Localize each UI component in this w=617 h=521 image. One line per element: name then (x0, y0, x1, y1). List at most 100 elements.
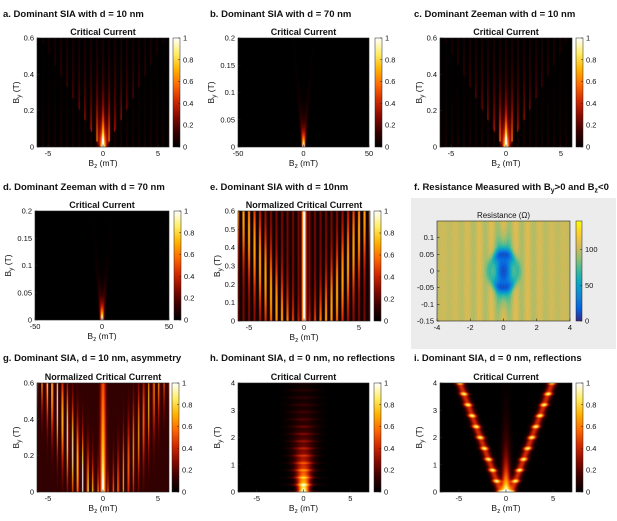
colorbar-tick-label: 0.6 (586, 77, 596, 86)
x-tick-label: -5 (45, 494, 52, 503)
x-axis-label: Bz (mT) (87, 331, 116, 343)
colorbar-tick-label: 0.4 (182, 444, 192, 453)
colorbar (173, 210, 182, 321)
y-tick-label: 0.2 (24, 451, 34, 460)
panel-title: h. Dominant SIA, d = 0 nm, no reflection… (210, 353, 395, 364)
y-axis-label: By (T) (11, 426, 23, 448)
x-tick-label: 0 (100, 322, 104, 331)
y-tick-label: 0.2 (427, 106, 437, 115)
x-axis-label: Bz (mT) (289, 158, 318, 170)
colorbar-tick-label: 0.8 (586, 400, 596, 409)
heatmap-image (440, 38, 572, 147)
y-tick-label: 0.6 (24, 379, 34, 388)
colorbar-tick-label: 0 (384, 488, 388, 497)
heatmap-image (437, 221, 570, 321)
panel-title: e. Dominant SIA with d = 10nm (210, 182, 348, 193)
x-tick-label: -5 (456, 494, 463, 503)
x-tick-label: 0 (504, 149, 508, 158)
y-tick-label: 0.5 (225, 225, 235, 234)
x-tick-label: 50 (165, 322, 173, 331)
colorbar-tick-label: 0.2 (183, 121, 193, 130)
y-tick-label: 2 (231, 433, 235, 442)
x-tick-label: -5 (45, 149, 52, 158)
y-tick-label: 0.4 (24, 415, 34, 424)
x-axis-label: Bz (mT) (289, 503, 318, 515)
y-tick-label: -0.15 (417, 317, 434, 326)
heatmap-image (238, 211, 370, 321)
colorbar-tick-label: 0.6 (384, 251, 394, 260)
colorbar-tick-label: 0.2 (384, 466, 394, 475)
colorbar-tick-label: 0.8 (385, 55, 395, 64)
colorbar (171, 382, 180, 493)
colorbar-tick-label: 0.4 (385, 99, 395, 108)
colorbar-tick-label: 0.2 (586, 121, 596, 130)
colorbar-tick-label: 1 (586, 379, 590, 388)
y-tick-label: 0 (231, 488, 235, 497)
y-tick-label: 0.4 (225, 243, 235, 252)
y-tick-label: 0.2 (225, 34, 235, 43)
panel-c: c. Dominant Zeeman with d = 10 nm Critica… (414, 9, 596, 170)
x-tick-label: -5 (253, 494, 260, 503)
y-tick-label: 0.1 (22, 261, 32, 270)
panel-title: f. Resistance Measured with By>0 and Bz<… (414, 182, 609, 195)
colorbar-tick-label: 0 (586, 143, 590, 152)
x-axis-label: Bz (mT) (88, 503, 117, 515)
x-tick-label: 5 (156, 494, 160, 503)
y-tick-label: 0 (433, 488, 437, 497)
x-tick-label: -5 (448, 149, 455, 158)
chart-title: Critical Current (473, 27, 539, 37)
x-tick-label: 2 (535, 323, 539, 332)
y-tick-label: 0.1 (225, 298, 235, 307)
colorbar-tick-label: 0.2 (182, 466, 192, 475)
x-tick-label: 5 (156, 149, 160, 158)
heatmap-image (440, 383, 572, 492)
panel-title: g. Dominant SIA, d = 10 nm, asymmetry (3, 353, 182, 364)
colorbar (373, 210, 382, 322)
colorbar (575, 220, 583, 322)
colorbar-tick-label: 100 (585, 245, 598, 254)
colorbar-tick-label: 0.6 (385, 77, 395, 86)
colorbar-tick-label: 0 (585, 317, 589, 326)
y-tick-label: 4 (433, 379, 437, 388)
y-tick-label: 0 (433, 143, 437, 152)
colorbar-tick-label: 1 (586, 34, 590, 43)
colorbar-tick-label: 0.4 (384, 444, 394, 453)
colorbar-tick-label: 0 (183, 143, 187, 152)
colorbar-tick-label: 0.6 (184, 250, 194, 259)
x-tick-label: 0 (101, 494, 105, 503)
y-tick-label: 0 (30, 488, 34, 497)
colorbar (374, 37, 383, 148)
y-tick-label: 0.05 (220, 115, 235, 124)
x-tick-label: 0 (302, 323, 306, 332)
y-tick-label: 0 (231, 317, 235, 326)
y-axis-label: By (T) (206, 81, 218, 103)
colorbar-tick-label: 0.8 (384, 400, 394, 409)
y-tick-label: 2 (433, 433, 437, 442)
y-tick-label: 0.2 (24, 106, 34, 115)
colorbar-tick-label: 1 (385, 34, 389, 43)
x-tick-label: 5 (559, 149, 563, 158)
panel-f: f. Resistance Measured with By>0 and Bz<… (414, 182, 609, 332)
x-axis-label: Bz (mT) (491, 503, 520, 515)
x-tick-label: 0 (504, 494, 508, 503)
x-tick-label: 0 (301, 494, 305, 503)
x-tick-label: 50 (365, 149, 373, 158)
y-tick-label: 0 (28, 316, 32, 325)
heatmap-image (35, 211, 169, 320)
panel-d: d. Dominant Zeeman with d = 70 nm Critica… (3, 182, 194, 343)
y-tick-label: 0.05 (17, 288, 32, 297)
panel-title: d. Dominant Zeeman with d = 70 nm (3, 182, 165, 193)
colorbar-tick-label: 0.4 (586, 444, 596, 453)
colorbar-tick-label: 1 (184, 207, 188, 216)
chart-title: Normalized Critical Current (246, 200, 363, 210)
chart-title: Critical Current (473, 372, 539, 382)
heatmap-image (238, 38, 369, 147)
colorbar-tick-label: 0.4 (184, 272, 194, 281)
y-tick-label: 1 (231, 460, 235, 469)
chart-title: Resistance (Ω) (477, 211, 530, 220)
x-tick-label: -50 (30, 322, 41, 331)
colorbar-tick-label: 0.8 (183, 55, 193, 64)
colorbar-tick-label: 1 (182, 379, 186, 388)
colorbar-tick-label: 0.6 (182, 422, 192, 431)
colorbar-tick-label: 0 (385, 143, 389, 152)
